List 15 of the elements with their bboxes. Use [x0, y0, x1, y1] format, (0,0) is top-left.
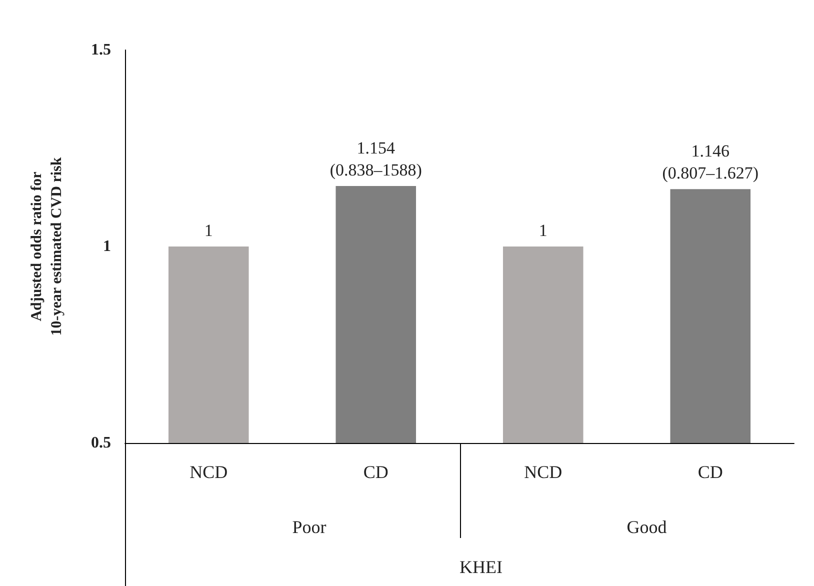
- y-axis-title: Adjusted odds ratio for 10-year estimated CVD risk: [29, 156, 65, 336]
- x-tick-label: NCD: [190, 462, 228, 482]
- data-label: 1.154 (0.838–1588): [330, 138, 422, 180]
- x-tick-label: NCD: [524, 462, 562, 482]
- x-tick-label: CD: [363, 462, 388, 482]
- x-tick-label: CD: [698, 462, 723, 482]
- text: Good: [626, 517, 667, 537]
- y-tick-label: 0.5: [91, 434, 111, 452]
- y-tick-label: 1.5: [91, 42, 111, 58]
- data-label: 1: [204, 221, 213, 240]
- x-axis-title: KHEI: [459, 557, 502, 577]
- y-tick-label: 1: [103, 238, 111, 255]
- data-label: 1.146 (0.807–1.627): [662, 142, 759, 183]
- text: Poor: [292, 517, 326, 537]
- data-label: 1: [538, 221, 548, 240]
